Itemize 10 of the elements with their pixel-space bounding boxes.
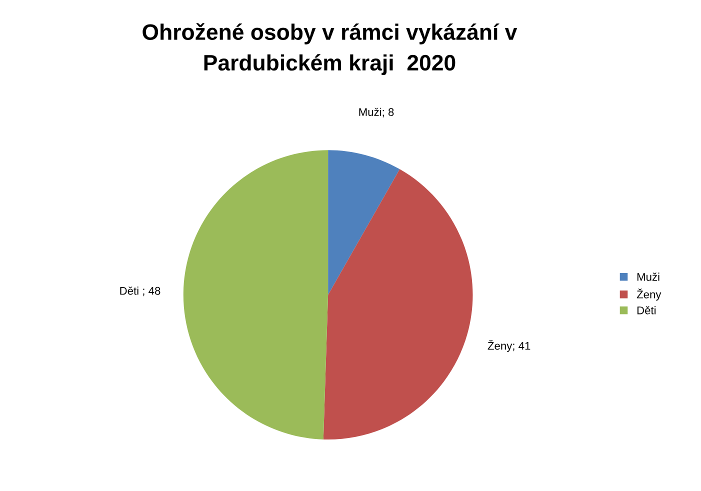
legend-label: Děti xyxy=(637,306,656,314)
data-label: Muži; 8 xyxy=(359,108,394,118)
pie-slice xyxy=(183,150,328,440)
pie-slice xyxy=(328,150,400,295)
pie-slice xyxy=(323,169,473,440)
legend-label: Muži xyxy=(637,272,660,281)
data-label: Ženy; 41 xyxy=(488,340,530,352)
data-label: Děti ; 48 xyxy=(120,286,160,296)
legend-label: Ženy xyxy=(636,288,662,301)
chart-title: Ohrožené osoby v rámci vykázání v Pardubickém kraji 2020 xyxy=(142,23,518,76)
